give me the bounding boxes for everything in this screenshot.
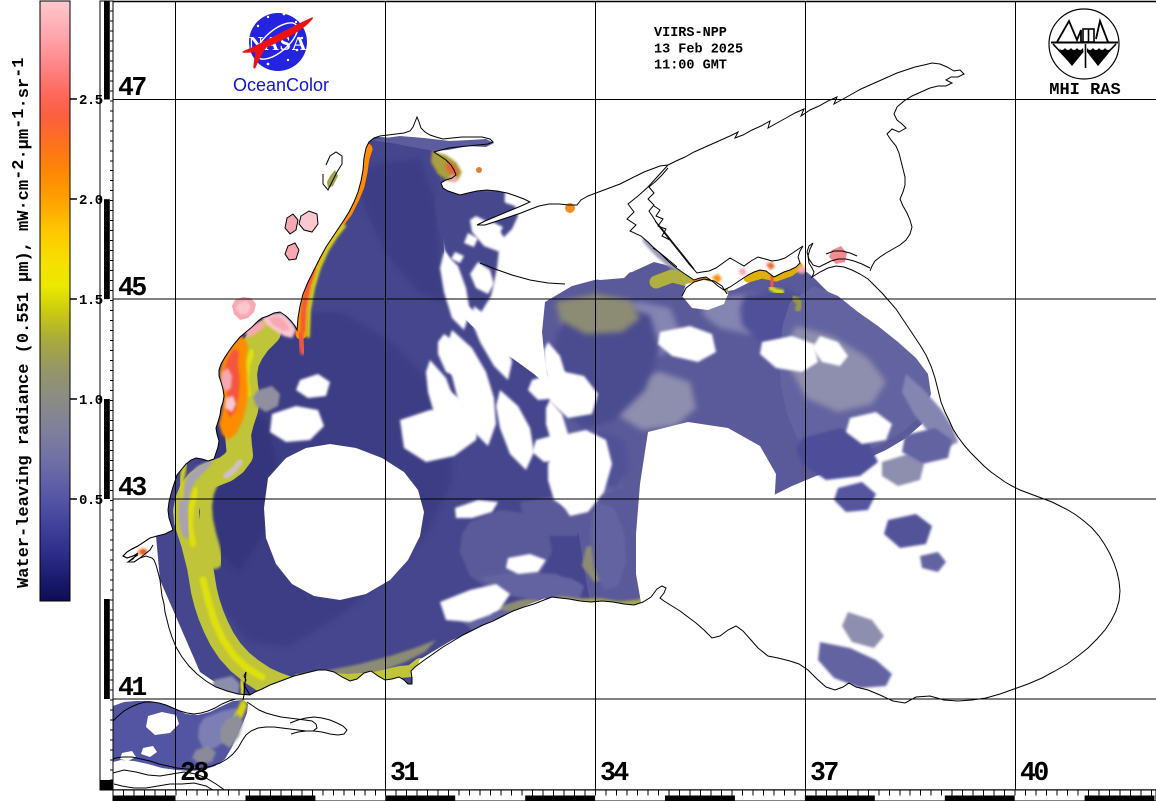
svg-text:11:00 GMT: 11:00 GMT <box>654 59 727 74</box>
svg-text:1.5: 1.5 <box>79 293 103 309</box>
svg-text:31: 31 <box>390 758 418 788</box>
svg-text:0.5: 0.5 <box>79 493 103 509</box>
svg-text:Water-leaving radiance (0.551: Water-leaving radiance (0.551 μm), mW·cm… <box>10 57 34 588</box>
svg-text:41: 41 <box>118 673 146 703</box>
svg-text:13 Feb 2025: 13 Feb 2025 <box>654 43 743 58</box>
svg-text:2.5: 2.5 <box>79 93 103 109</box>
svg-text:OceanColor: OceanColor <box>233 75 329 95</box>
svg-text:VIIRS-NPP: VIIRS-NPP <box>654 26 727 41</box>
svg-text:37: 37 <box>810 758 838 788</box>
svg-text:40: 40 <box>1020 758 1048 788</box>
svg-text:MHI RAS: MHI RAS <box>1049 81 1120 100</box>
svg-text:34: 34 <box>600 758 629 788</box>
svg-text:45: 45 <box>118 273 146 303</box>
svg-text:1.0: 1.0 <box>79 393 103 409</box>
svg-text:2.0: 2.0 <box>79 193 103 209</box>
svg-text:43: 43 <box>118 473 146 503</box>
svg-text:28: 28 <box>180 758 208 788</box>
svg-text:47: 47 <box>118 73 146 103</box>
